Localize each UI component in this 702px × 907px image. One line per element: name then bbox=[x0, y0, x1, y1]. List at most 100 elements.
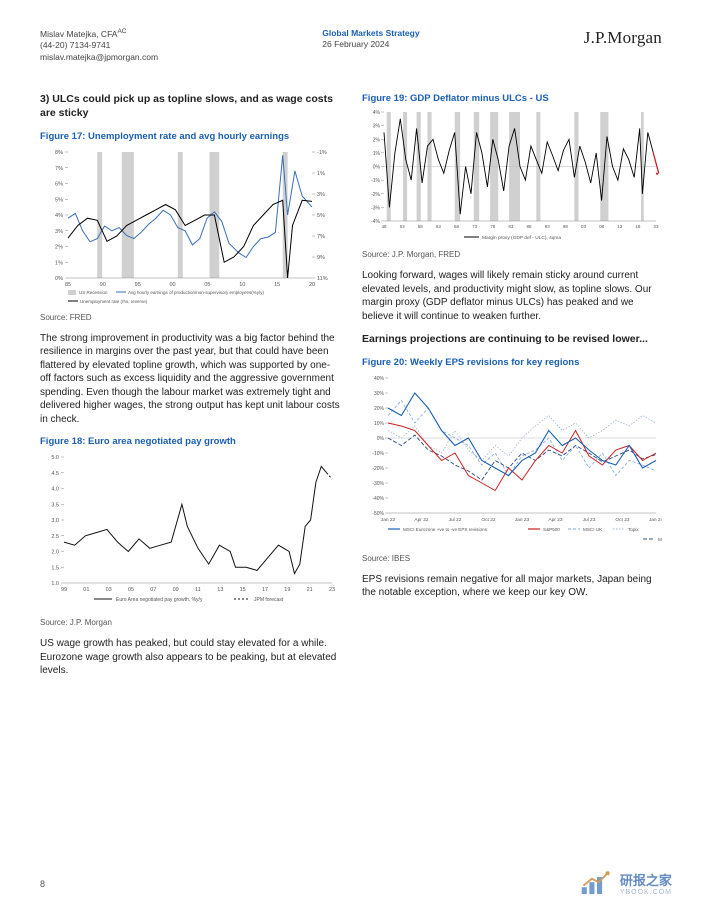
svg-text:58: 58 bbox=[418, 224, 424, 229]
fig19-title: Figure 19: GDP Deflator minus ULCs - US bbox=[362, 93, 662, 104]
svg-text:73: 73 bbox=[472, 224, 478, 229]
author-block: Mislav Matejka, CFAAC (44-20) 7134-9741 … bbox=[40, 28, 158, 63]
svg-text:05: 05 bbox=[204, 282, 210, 288]
svg-text:MSCI Eurozone +ve to -ve EPS r: MSCI Eurozone +ve to -ve EPS revisions bbox=[403, 527, 488, 532]
svg-text:01: 01 bbox=[83, 587, 89, 593]
svg-text:Jan 24: Jan 24 bbox=[649, 517, 662, 523]
svg-text:3.0: 3.0 bbox=[51, 518, 59, 524]
svg-text:2.0: 2.0 bbox=[51, 550, 59, 556]
svg-text:-30%: -30% bbox=[372, 481, 384, 487]
svg-text:Oct 23: Oct 23 bbox=[615, 517, 629, 523]
svg-text:11%: 11% bbox=[317, 276, 328, 282]
svg-text:20%: 20% bbox=[374, 406, 385, 412]
svg-text:5%: 5% bbox=[317, 213, 325, 219]
svg-text:-2%: -2% bbox=[371, 192, 380, 198]
fig18-chart: 1.01.52.02.53.03.54.04.55.09901030507091… bbox=[40, 451, 340, 611]
fig20-chart: -50%-40%-30%-20%-10%0%10%20%30%40%Jan 22… bbox=[362, 372, 662, 547]
svg-text:-50%: -50% bbox=[372, 511, 384, 517]
svg-text:2%: 2% bbox=[373, 137, 381, 143]
fig19-source: Source: J.P. Morgan, FRED bbox=[362, 250, 662, 259]
svg-text:-20%: -20% bbox=[372, 466, 384, 472]
svg-text:98: 98 bbox=[563, 224, 569, 229]
fig20-title: Figure 20: Weekly EPS revisions for key … bbox=[362, 357, 662, 368]
svg-text:2%: 2% bbox=[55, 244, 63, 250]
svg-text:MSCI EM: MSCI EM bbox=[658, 537, 662, 542]
svg-text:Jul 22: Jul 22 bbox=[449, 517, 462, 523]
svg-text:Unemployment rate (rhs, revers: Unemployment rate (rhs, reverse) bbox=[80, 299, 148, 304]
svg-text:00: 00 bbox=[170, 282, 176, 288]
svg-text:17: 17 bbox=[262, 587, 268, 593]
fig20-source: Source: IBES bbox=[362, 554, 662, 563]
right-paragraph-1: Looking forward, wages will likely remai… bbox=[362, 269, 662, 323]
svg-text:0%: 0% bbox=[377, 436, 385, 442]
svg-text:5.0: 5.0 bbox=[51, 455, 59, 461]
svg-text:10%: 10% bbox=[374, 421, 385, 427]
svg-text:1.5: 1.5 bbox=[51, 565, 59, 571]
svg-text:4%: 4% bbox=[373, 110, 381, 116]
svg-text:1%: 1% bbox=[317, 171, 325, 177]
jpmorgan-logo: J.P.Morgan bbox=[584, 28, 662, 48]
svg-text:Margin proxy (GDP def - ULC),: Margin proxy (GDP def - ULC), 4qma bbox=[482, 235, 561, 241]
watermark-text: 研报之家 bbox=[620, 873, 672, 888]
fig17-chart: 0%1%2%3%4%5%6%7%8%11%9%7%5%3%1%-1%859095… bbox=[40, 146, 340, 306]
page-number: 8 bbox=[40, 879, 45, 889]
svg-text:40%: 40% bbox=[374, 376, 385, 382]
svg-text:7%: 7% bbox=[317, 234, 325, 240]
svg-text:Jan 22: Jan 22 bbox=[381, 517, 396, 523]
svg-text:90: 90 bbox=[100, 282, 106, 288]
svg-text:-1%: -1% bbox=[371, 178, 380, 184]
svg-text:1%: 1% bbox=[55, 260, 63, 266]
svg-text:4%: 4% bbox=[55, 213, 63, 219]
svg-text:1%: 1% bbox=[373, 151, 381, 157]
svg-text:S&P500: S&P500 bbox=[543, 527, 560, 532]
right-column: Figure 19: GDP Deflator minus ULCs - US … bbox=[362, 93, 662, 687]
svg-text:03: 03 bbox=[106, 587, 112, 593]
svg-text:5%: 5% bbox=[55, 197, 63, 203]
svg-text:88: 88 bbox=[527, 224, 533, 229]
svg-text:95: 95 bbox=[135, 282, 141, 288]
svg-text:4.0: 4.0 bbox=[51, 487, 59, 493]
doc-group-block: Global Markets Strategy 26 February 2024 bbox=[322, 28, 419, 51]
svg-text:83: 83 bbox=[508, 224, 514, 229]
svg-text:85: 85 bbox=[65, 282, 71, 288]
svg-text:18: 18 bbox=[635, 224, 641, 229]
svg-text:3.5: 3.5 bbox=[51, 502, 59, 508]
svg-text:10: 10 bbox=[239, 282, 245, 288]
svg-text:Apr 22: Apr 22 bbox=[414, 517, 428, 523]
svg-text:15: 15 bbox=[240, 587, 246, 593]
page-header: Mislav Matejka, CFAAC (44-20) 7134-9741 … bbox=[40, 28, 662, 63]
svg-text:3%: 3% bbox=[373, 124, 381, 130]
svg-text:53: 53 bbox=[400, 224, 406, 229]
svg-text:Euro Area negotiated pay growt: Euro Area negotiated pay growth, %y/y bbox=[116, 597, 203, 603]
svg-text:6%: 6% bbox=[55, 181, 63, 187]
author-phone: (44-20) 7134-9741 bbox=[40, 40, 110, 50]
svg-text:23: 23 bbox=[329, 587, 335, 593]
svg-text:63: 63 bbox=[436, 224, 442, 229]
left-paragraph-1: The strong improvement in productivity w… bbox=[40, 332, 340, 427]
svg-text:-40%: -40% bbox=[372, 496, 384, 502]
doc-date: 26 February 2024 bbox=[322, 39, 389, 49]
watermark: 研报之家 YBOOK.COM bbox=[580, 869, 672, 897]
svg-text:Jan 23: Jan 23 bbox=[515, 517, 530, 523]
svg-text:05: 05 bbox=[128, 587, 134, 593]
svg-text:3%: 3% bbox=[55, 228, 63, 234]
svg-text:23: 23 bbox=[653, 224, 659, 229]
svg-text:Jul 23: Jul 23 bbox=[583, 517, 596, 523]
svg-text:1.0: 1.0 bbox=[51, 581, 59, 587]
svg-text:78: 78 bbox=[490, 224, 496, 229]
svg-text:US Recession: US Recession bbox=[79, 290, 108, 295]
svg-text:MSCI UK: MSCI UK bbox=[583, 527, 603, 532]
fig18-source: Source: J.P. Morgan bbox=[40, 618, 340, 627]
watermark-sub: YBOOK.COM bbox=[620, 889, 672, 896]
svg-text:-10%: -10% bbox=[372, 451, 384, 457]
section-heading-3: 3) ULCs could pick up as topline slows, … bbox=[40, 93, 340, 120]
svg-text:08: 08 bbox=[599, 224, 605, 229]
svg-text:2.5: 2.5 bbox=[51, 534, 59, 540]
svg-text:07: 07 bbox=[150, 587, 156, 593]
svg-text:8%: 8% bbox=[55, 150, 63, 156]
svg-text:3%: 3% bbox=[317, 192, 325, 198]
author-name: Mislav Matejka, CFA bbox=[40, 29, 117, 39]
svg-text:0%: 0% bbox=[373, 165, 381, 171]
left-column: 3) ULCs could pick up as topline slows, … bbox=[40, 93, 340, 687]
svg-text:68: 68 bbox=[454, 224, 460, 229]
